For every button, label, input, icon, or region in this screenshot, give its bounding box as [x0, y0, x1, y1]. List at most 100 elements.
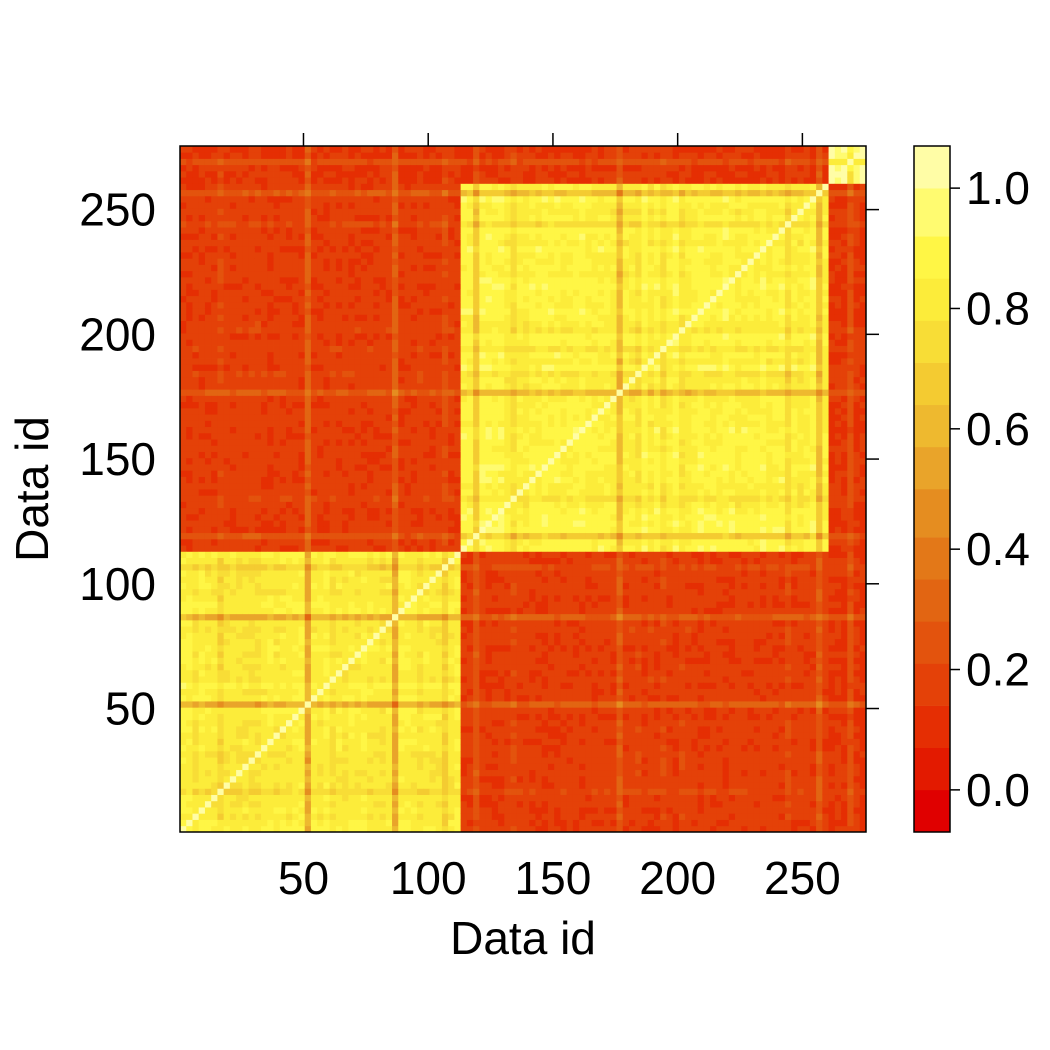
heatmap-cell	[329, 825, 337, 833]
heatmap-cell	[279, 532, 287, 540]
heatmap-cell	[379, 189, 387, 197]
heatmap-cell	[310, 513, 318, 521]
heatmap-cell	[360, 170, 368, 178]
heatmap-cell	[429, 663, 437, 671]
heatmap-cell	[261, 376, 268, 384]
heatmap-cell	[398, 701, 405, 708]
heatmap-cell	[180, 595, 187, 602]
heatmap-cell	[367, 663, 374, 671]
heatmap-cell	[192, 407, 200, 415]
heatmap-cell	[410, 601, 418, 608]
heatmap-cell	[385, 333, 393, 340]
heatmap-cell	[292, 738, 299, 746]
heatmap-cell	[273, 351, 281, 359]
heatmap-cell	[229, 482, 237, 490]
heatmap-cell	[248, 507, 256, 515]
heatmap-cell	[204, 420, 212, 428]
heatmap-cell	[192, 227, 200, 234]
heatmap-cell	[441, 725, 449, 733]
heatmap-cell	[217, 701, 225, 708]
heatmap-cell	[254, 669, 262, 677]
heatmap-cell	[404, 252, 412, 259]
heatmap-cell	[410, 195, 418, 203]
heatmap-cell	[217, 177, 225, 184]
heatmap-cell	[229, 775, 237, 783]
heatmap-cell	[360, 582, 368, 590]
heatmap-cell	[441, 682, 449, 689]
heatmap-cell	[373, 164, 380, 172]
heatmap-cell	[360, 545, 368, 552]
heatmap-cell	[192, 732, 200, 739]
heatmap-cell	[180, 227, 187, 234]
heatmap-cell	[261, 794, 268, 802]
heatmap-cell	[248, 295, 256, 303]
heatmap-cell	[180, 732, 187, 739]
heatmap-cell	[236, 333, 243, 340]
heatmap-cell	[298, 364, 306, 371]
heatmap-cell	[398, 669, 405, 677]
heatmap-cell	[192, 239, 200, 247]
heatmap-cell	[229, 701, 237, 708]
heatmap-cell	[410, 626, 418, 633]
heatmap-cell	[435, 701, 443, 708]
heatmap-cell	[416, 457, 424, 465]
heatmap-cell	[310, 164, 318, 172]
heatmap-cell	[217, 638, 225, 646]
heatmap-cell	[223, 701, 231, 708]
heatmap-cell	[267, 551, 274, 558]
heatmap-cell	[236, 532, 243, 540]
heatmap-cell	[204, 227, 212, 234]
heatmap-cell	[310, 208, 318, 215]
heatmap-cell	[404, 701, 412, 708]
heatmap-cell	[423, 800, 430, 808]
heatmap-cell	[429, 476, 437, 484]
heatmap-cell	[454, 676, 462, 683]
heatmap-cell	[204, 170, 212, 178]
heatmap-cell	[323, 532, 331, 540]
heatmap-cell	[229, 669, 237, 677]
heatmap-cell	[204, 358, 212, 365]
heatmap-cell	[267, 164, 274, 172]
heatmap-cell	[348, 258, 356, 265]
heatmap-cell	[236, 389, 243, 396]
heatmap-cell	[392, 800, 399, 808]
heatmap-cell	[248, 526, 256, 534]
heatmap-cell	[286, 701, 293, 708]
heatmap-cell	[236, 607, 243, 615]
heatmap-cell	[435, 170, 443, 178]
heatmap-cell	[192, 214, 200, 222]
heatmap-cell	[180, 239, 187, 247]
heatmap-cell	[360, 476, 368, 484]
heatmap-cell	[254, 476, 262, 484]
heatmap-cell	[379, 750, 387, 758]
heatmap-cell	[279, 252, 287, 259]
heatmap-cell	[379, 732, 387, 739]
heatmap-cell	[354, 289, 362, 297]
heatmap-cell	[410, 420, 418, 428]
heatmap-cell	[423, 694, 430, 702]
heatmap-cell	[198, 526, 206, 534]
heatmap-cell	[373, 289, 380, 297]
heatmap-cell	[323, 177, 331, 184]
heatmap-cell	[398, 557, 405, 565]
heatmap-cell	[373, 432, 380, 440]
heatmap-cell	[360, 651, 368, 658]
heatmap-cell	[448, 401, 455, 409]
heatmap-cell	[279, 576, 287, 583]
heatmap-cell	[392, 513, 399, 521]
heatmap-cell	[198, 763, 206, 771]
heatmap-cell	[323, 513, 331, 521]
heatmap-cell	[360, 588, 368, 596]
heatmap-cell	[261, 407, 268, 415]
heatmap-cell	[186, 220, 193, 228]
heatmap-cell	[329, 526, 337, 534]
heatmap-cell	[373, 233, 380, 240]
heatmap-cell	[410, 439, 418, 446]
heatmap-cell	[441, 364, 449, 371]
heatmap-cell	[180, 657, 187, 665]
heatmap-cell	[342, 270, 349, 278]
heatmap-cell	[354, 451, 362, 459]
heatmap-cell	[354, 707, 362, 714]
heatmap-cell	[348, 570, 356, 577]
heatmap-cell	[198, 775, 206, 783]
